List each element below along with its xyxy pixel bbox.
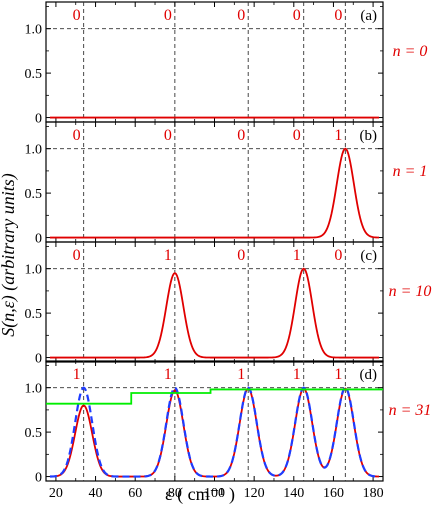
y-tick-label: 0.5 bbox=[25, 187, 43, 202]
occupation-label: 0 bbox=[164, 127, 172, 144]
panel-frame bbox=[45, 121, 384, 243]
y-tick-label: 0.5 bbox=[25, 426, 43, 441]
panel-4: 0 0.5 1.0 1 1 1 1 1 (d) n = 31 20 40 60 80 100 120 140 16… bbox=[25, 360, 432, 501]
x-tick-label: 60 bbox=[128, 486, 142, 501]
occupation-label: 1 bbox=[334, 366, 342, 383]
occupation-label: 1 bbox=[164, 366, 172, 383]
n-value-label: n = 1 bbox=[393, 163, 428, 180]
n-value-label: n = 31 bbox=[389, 402, 432, 419]
x-tick-label: 40 bbox=[89, 486, 103, 501]
occupation-label: 0 bbox=[293, 127, 301, 144]
y-tick-label: 0.5 bbox=[25, 307, 43, 322]
x-tick-label: 20 bbox=[49, 486, 63, 501]
occupation-label: 0 bbox=[293, 7, 301, 24]
blue-series-line bbox=[49, 386, 380, 478]
y-tick-label: 0 bbox=[35, 471, 42, 486]
n-value-label: n = 10 bbox=[389, 283, 432, 300]
red-series-line bbox=[49, 147, 380, 239]
occupation-label: 0 bbox=[164, 7, 172, 24]
occupation-label: 0 bbox=[334, 7, 342, 24]
y-tick-label: 1.0 bbox=[25, 382, 43, 397]
occupation-label: 1 bbox=[334, 127, 342, 144]
occupation-label: 0 bbox=[334, 247, 342, 264]
panel-3: 0 0.5 1.0 0 1 0 1 0 (c) n = 10 bbox=[25, 241, 432, 367]
occupation-label: 1 bbox=[237, 366, 245, 383]
panel-frame bbox=[45, 360, 384, 482]
n-value-label: n = 0 bbox=[393, 43, 428, 60]
occupation-label: 0 bbox=[73, 127, 81, 144]
occupation-label: 1 bbox=[73, 366, 81, 383]
y-tick-label: 0 bbox=[35, 352, 42, 367]
x-tick-label: 140 bbox=[283, 486, 304, 501]
panel-letter: (d) bbox=[360, 367, 378, 383]
y-tick-label: 0 bbox=[35, 232, 42, 247]
panel-1: 0 0.5 1.0 0 0 0 0 0 (a) n = 0 bbox=[25, 1, 428, 127]
occupation-label: 1 bbox=[164, 247, 172, 264]
y-tick-label: 0.5 bbox=[25, 67, 43, 82]
occupation-label: 1 bbox=[293, 366, 301, 383]
panel-letter: (c) bbox=[360, 248, 377, 264]
panel-letter: (a) bbox=[360, 8, 377, 24]
occupation-label: 1 bbox=[293, 247, 301, 264]
occupation-label: 0 bbox=[73, 7, 81, 24]
x-tick-label: 120 bbox=[244, 486, 265, 501]
occupation-label: 0 bbox=[237, 7, 245, 24]
y-tick-label: 1.0 bbox=[25, 23, 43, 38]
x-tick-label: 160 bbox=[323, 486, 344, 501]
panel-2: 0 0.5 1.0 0 0 0 0 1 (b) n = 1 bbox=[25, 121, 428, 247]
x-axis-label: ε ( cm⁻¹ ) bbox=[165, 484, 235, 505]
red-series-line bbox=[49, 267, 380, 359]
panel-frame bbox=[45, 1, 384, 123]
x-tick-label: 180 bbox=[363, 486, 384, 501]
y-axis-label: S(n,ε) (arbitrary units) bbox=[0, 173, 19, 337]
x-tick-label: 80 bbox=[168, 486, 182, 501]
occupation-label: 0 bbox=[237, 247, 245, 264]
green-series-line bbox=[46, 388, 383, 405]
occupation-label: 0 bbox=[237, 127, 245, 144]
x-tick-label: 100 bbox=[204, 486, 225, 501]
panel-letter: (b) bbox=[360, 128, 378, 144]
panels-layer: 0 0.5 1.0 0 0 0 0 0 (a) n = 0 0 0.5 1.0 0 0 0 0 1 (b) n = 1… bbox=[25, 1, 432, 501]
y-tick-label: 1.0 bbox=[25, 263, 43, 278]
y-tick-label: 1.0 bbox=[25, 143, 43, 158]
occupation-label: 0 bbox=[73, 247, 81, 264]
panel-frame bbox=[45, 241, 384, 363]
y-tick-label: 0 bbox=[35, 112, 42, 127]
